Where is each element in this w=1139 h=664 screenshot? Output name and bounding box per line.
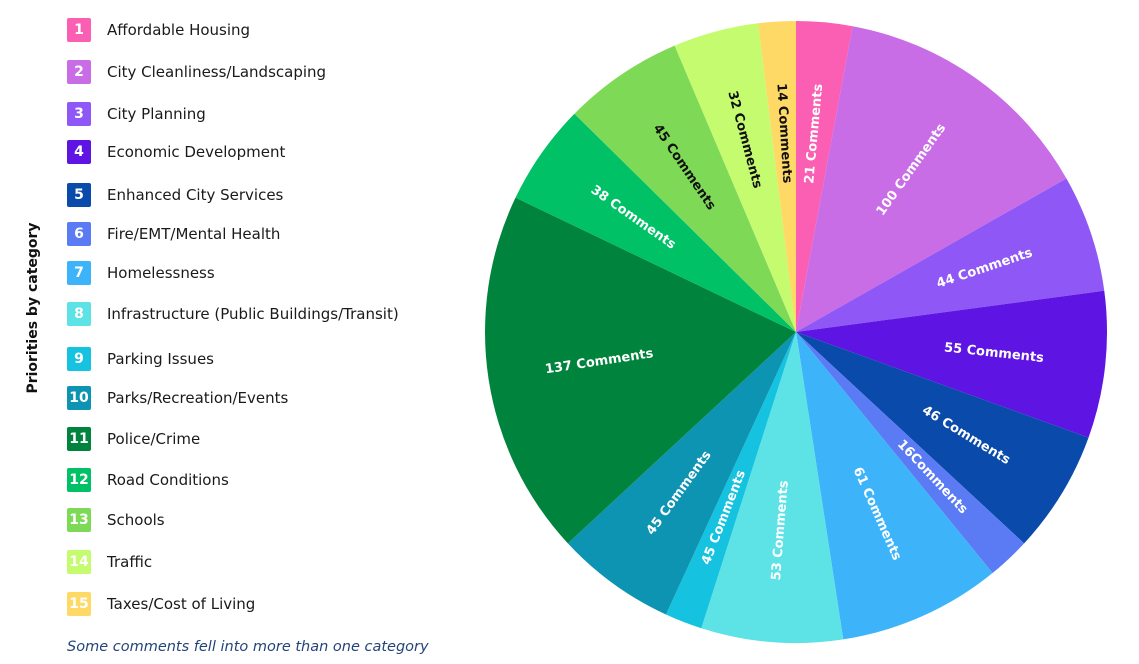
legend-item: 5 Enhanced City Services xyxy=(67,183,283,207)
legend-number-badge: 5 xyxy=(67,183,91,207)
legend-label: Enhanced City Services xyxy=(107,186,284,204)
pie-slice xyxy=(796,178,1105,332)
legend-item: 3 City Planning xyxy=(67,102,206,126)
legend-label: Parking Issues xyxy=(107,350,214,368)
pie-slice xyxy=(665,332,796,629)
legend-number-badge: 14 xyxy=(67,550,91,574)
pie-slice xyxy=(574,45,796,332)
legend-item: 9 Parking Issues xyxy=(67,347,214,371)
legend-number-badge: 8 xyxy=(67,302,91,326)
pie-slice xyxy=(701,332,844,644)
legend-item: 4 Economic Development xyxy=(67,140,285,164)
legend-label: Parks/Recreation/Events xyxy=(107,389,289,407)
legend-label: Homelessness xyxy=(107,264,215,282)
legend-item: 6 Fire/EMT/Mental Health xyxy=(67,222,280,246)
legend-label: Infrastructure (Public Buildings/Transit… xyxy=(107,305,399,323)
pie-slice xyxy=(796,21,853,332)
legend-number-badge: 13 xyxy=(67,508,91,532)
slice-data-label: 14 Comments xyxy=(773,83,794,184)
legend-number-badge: 6 xyxy=(67,222,91,246)
legend-number-badge: 2 xyxy=(67,60,91,84)
legend-number-badge: 3 xyxy=(67,102,91,126)
pie-slice xyxy=(567,332,796,615)
legend-number-badge: 1 xyxy=(67,18,91,42)
legend-number-badge: 15 xyxy=(67,592,91,616)
legend-number-badge: 12 xyxy=(67,468,91,492)
legend-item: 14 Traffic xyxy=(67,550,152,574)
pie-slice xyxy=(515,113,796,333)
legend-number-badge: 4 xyxy=(67,140,91,164)
legend-label: Traffic xyxy=(107,553,153,571)
pie-slice xyxy=(796,332,1089,544)
legend-item: 11 Police/Crime xyxy=(67,427,200,451)
legend-label: Police/Crime xyxy=(107,430,201,448)
legend-item: 7 Homelessness xyxy=(67,261,215,285)
legend-item: 15 Taxes/Cost of Living xyxy=(67,592,255,616)
legend-label: Taxes/Cost of Living xyxy=(107,595,256,613)
legend-number-badge: 10 xyxy=(67,386,91,410)
legend-number-badge: 11 xyxy=(67,427,91,451)
pie-slice xyxy=(485,197,796,544)
legend-label: City Planning xyxy=(107,105,206,123)
pie-slice xyxy=(758,20,796,332)
footnote: Some comments fell into more than one ca… xyxy=(67,639,429,655)
legend-number-badge: 7 xyxy=(67,261,91,285)
legend-number-badge: 9 xyxy=(67,347,91,371)
legend-item: 10 Parks/Recreation/Events xyxy=(67,386,288,410)
legend-label: City Cleanliness/Landscaping xyxy=(107,63,327,81)
legend-item: 13 Schools xyxy=(67,508,165,532)
legend-label: Fire/EMT/Mental Health xyxy=(107,225,281,243)
legend-item: 8 Infrastructure (Public Buildings/Transi… xyxy=(67,302,399,326)
pie-slice xyxy=(674,23,796,333)
legend-item: 2 City Cleanliness/Landscaping xyxy=(67,60,326,84)
pie-slice xyxy=(796,290,1108,438)
legend-label: Road Conditions xyxy=(107,471,229,489)
pie-slice xyxy=(796,332,1025,574)
legend-label: Affordable Housing xyxy=(107,21,251,39)
legend-label: Economic Development xyxy=(107,143,286,161)
legend-item: 1 Affordable Housing xyxy=(67,18,250,42)
legend-label: Schools xyxy=(107,511,165,529)
pie-slice xyxy=(796,332,993,640)
pie-slice xyxy=(796,26,1067,332)
legend-item: 12 Road Conditions xyxy=(67,468,229,492)
